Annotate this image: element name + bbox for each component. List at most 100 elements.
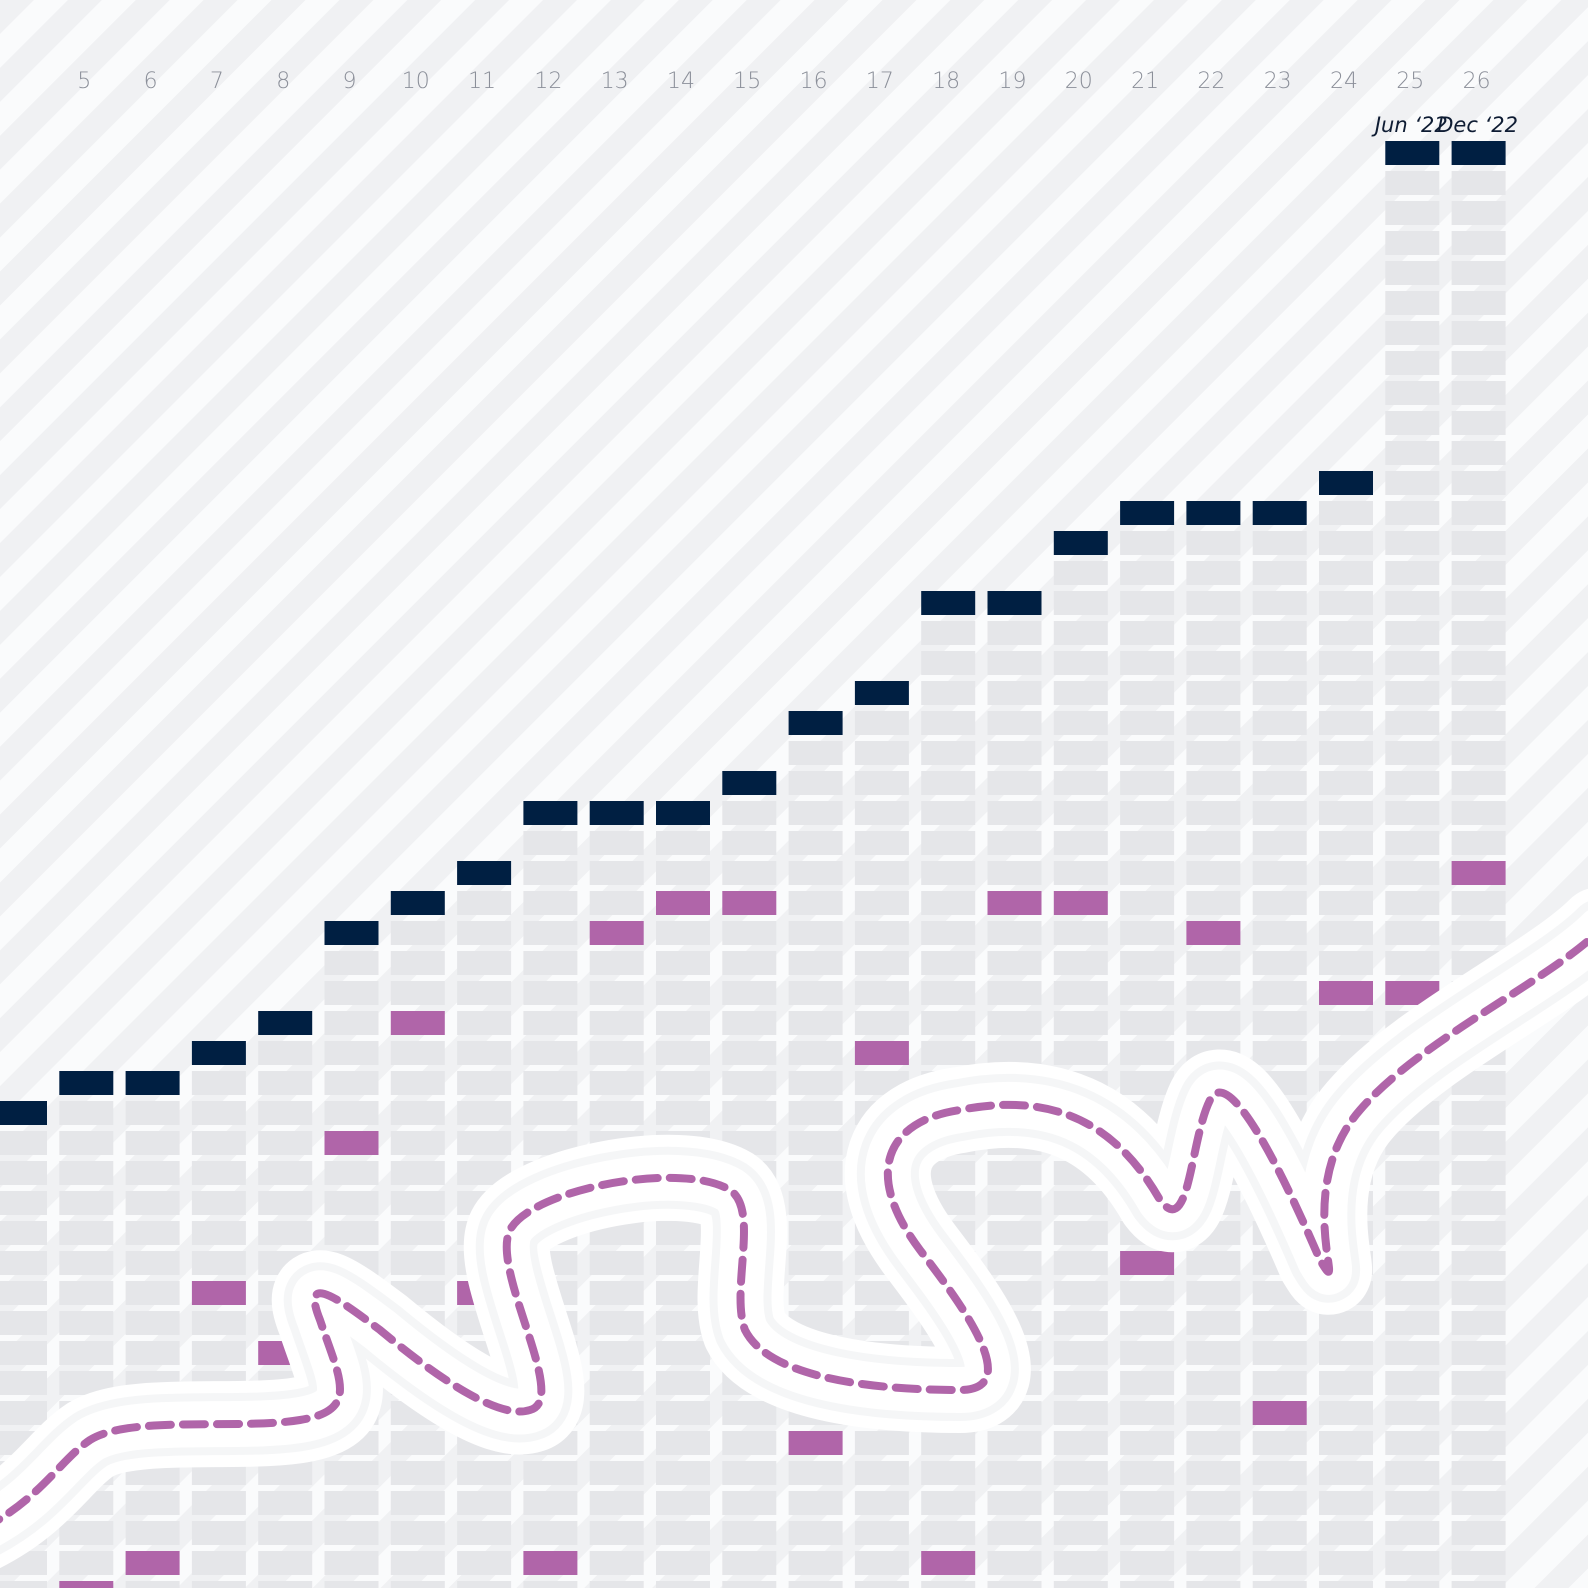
bar-cell xyxy=(390,1041,445,1065)
bar-cell xyxy=(589,1071,644,1095)
bar-cell xyxy=(1451,1491,1506,1515)
bar-cell xyxy=(1120,1521,1175,1545)
bar-cell xyxy=(0,1251,47,1275)
bar-top xyxy=(1252,501,1307,525)
bar-cell xyxy=(1451,1341,1506,1365)
bar-cell xyxy=(191,1101,246,1125)
bar-cell xyxy=(258,1521,313,1545)
bar-cell xyxy=(987,921,1042,945)
bar-cell xyxy=(1053,681,1108,705)
bar-cell xyxy=(1053,861,1108,885)
bar-cell xyxy=(1319,1011,1373,1035)
bar-cell xyxy=(1252,711,1307,735)
bar-cell xyxy=(324,1551,379,1575)
bar-cell xyxy=(1319,861,1373,885)
bar-cell xyxy=(788,771,843,795)
bar-cell xyxy=(1319,1461,1373,1485)
bar-cell xyxy=(1186,771,1241,795)
bar-cell xyxy=(1252,561,1307,585)
bar-cell xyxy=(1120,1401,1175,1425)
bar-cell xyxy=(854,831,909,855)
bar-cell xyxy=(1451,681,1506,705)
bar-top xyxy=(1053,531,1108,555)
bar-cell xyxy=(854,771,909,795)
bar-cell xyxy=(1319,1521,1373,1545)
bar-cell xyxy=(457,951,512,975)
bar-cell xyxy=(1385,1371,1440,1395)
bar-cell xyxy=(191,1251,246,1275)
bar-cell xyxy=(1385,1191,1440,1215)
bar-cell xyxy=(1385,441,1440,465)
bar-column-21 xyxy=(1120,501,1175,1588)
bar-cell xyxy=(1451,1431,1506,1455)
bar-cell xyxy=(1319,771,1373,795)
bar-cell xyxy=(1186,1401,1241,1425)
bar-marker xyxy=(656,891,710,915)
bar-cell xyxy=(191,1341,246,1365)
bar-column-24 xyxy=(1319,471,1373,1588)
bar-top xyxy=(258,1011,313,1035)
bar-cell xyxy=(1451,1551,1506,1575)
bar-top xyxy=(390,891,445,915)
bar-cell xyxy=(1451,921,1506,945)
bar-cell xyxy=(191,1311,246,1335)
bar-top xyxy=(125,1071,180,1095)
bar-cell xyxy=(854,1431,909,1455)
bar-cell xyxy=(788,1191,843,1215)
bar-cell xyxy=(1120,831,1175,855)
bar-cell xyxy=(59,1311,114,1335)
bar-cell xyxy=(1120,741,1175,765)
bar-cell xyxy=(1385,531,1440,555)
bar-cell xyxy=(258,1551,313,1575)
bar-cell xyxy=(1451,591,1506,615)
bar-cell xyxy=(921,801,976,825)
bar-cell xyxy=(987,1161,1042,1185)
bar-cell xyxy=(589,1311,644,1335)
bar-cell xyxy=(1385,501,1440,525)
bar-cell xyxy=(854,921,909,945)
bar-cell xyxy=(59,1251,114,1275)
bar-cell xyxy=(1120,1281,1175,1305)
bar-cell xyxy=(1451,1131,1506,1155)
bar-cell xyxy=(1186,1281,1241,1305)
bar-cell xyxy=(523,1461,578,1485)
bar-cell xyxy=(1252,1311,1307,1335)
bar-cell xyxy=(854,1311,909,1335)
bar-cell xyxy=(1120,1431,1175,1455)
bar-cell xyxy=(1252,831,1307,855)
bar-cell xyxy=(1252,951,1307,975)
bar-cell xyxy=(921,1491,976,1515)
bar-cell xyxy=(722,861,777,885)
bar-cell xyxy=(987,1461,1042,1485)
bar-cell xyxy=(589,1521,644,1545)
bar-cell xyxy=(1186,1491,1241,1515)
bar-cell xyxy=(1385,1581,1440,1588)
bar-cell xyxy=(125,1581,180,1588)
bar-cell xyxy=(523,1011,578,1035)
bar-cell xyxy=(125,1311,180,1335)
bar-cell xyxy=(987,621,1042,645)
bar-cell xyxy=(1186,801,1241,825)
bar-cell xyxy=(1120,621,1175,645)
bar-cell xyxy=(987,1581,1042,1588)
bar-cell xyxy=(1385,1221,1440,1245)
bar-cell xyxy=(324,1071,379,1095)
bar-cell xyxy=(1186,1311,1241,1335)
bar-cell xyxy=(1120,1341,1175,1365)
bar-cell xyxy=(656,1341,710,1365)
bar-column-20 xyxy=(1053,531,1108,1588)
bar-cell xyxy=(589,1101,644,1125)
bar-cell xyxy=(390,1491,445,1515)
bar-marker xyxy=(191,1281,246,1305)
bar-cell xyxy=(1053,741,1108,765)
column-tick-labels: 5 6 7 8 9 10 11 12 13 14 15 16 17 18 19 20 21 22 23 24 25 26 xyxy=(77,69,1490,94)
bar-cell xyxy=(1252,801,1307,825)
bar-cell xyxy=(457,1491,512,1515)
bar-cell xyxy=(258,1191,313,1215)
bar-cell xyxy=(1319,681,1373,705)
bar-cell xyxy=(59,1191,114,1215)
tick-label-23: 23 xyxy=(1264,69,1292,94)
bar-cell xyxy=(324,1221,379,1245)
bar-cell xyxy=(788,1461,843,1485)
